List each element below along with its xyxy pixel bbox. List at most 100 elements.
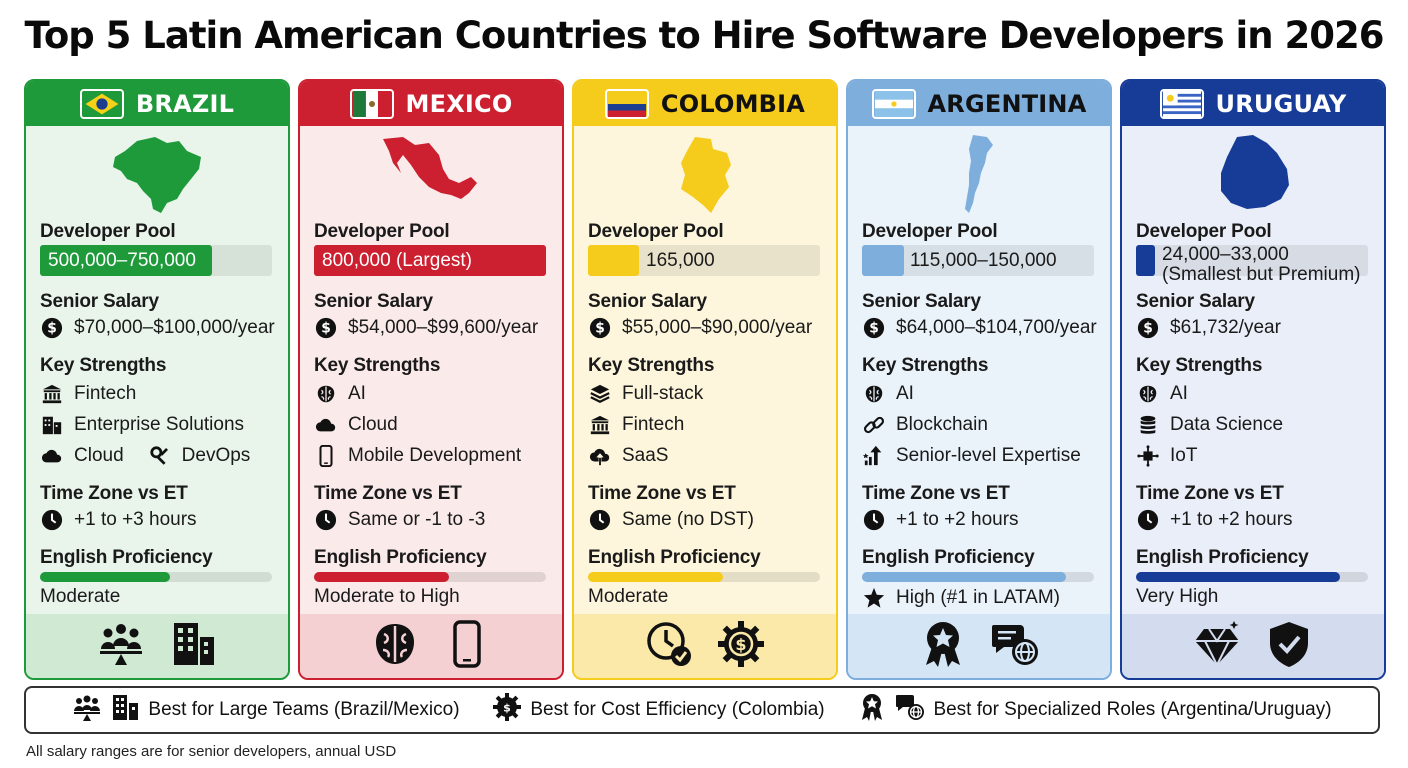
english-bar <box>1136 572 1368 582</box>
english-label: English Proficiency <box>314 547 487 568</box>
strength-label: SaaS <box>622 445 669 466</box>
english-bar-fill <box>314 572 449 582</box>
strength-item: Fintech <box>40 382 136 406</box>
english-row: High (#1 in LATAM) <box>862 586 1060 610</box>
pool-value: 800,000 (Largest) <box>322 250 472 271</box>
buildings-icon <box>40 413 64 437</box>
clock-icon <box>1136 508 1160 532</box>
pool-bar-fill <box>1136 245 1155 276</box>
devops-tools-icon <box>148 444 172 468</box>
legend-item-large-teams: Best for Large Teams (Brazil/Mexico) <box>72 692 460 728</box>
pool-bar-fill <box>314 245 546 276</box>
card-colombia: COLOMBIA Developer Pool 165,000 Senior S… <box>572 79 838 680</box>
svg-text:$: $ <box>47 321 57 337</box>
salary-label: Senior Salary <box>40 291 159 312</box>
pool-bar-fill <box>862 245 904 276</box>
english-value: Moderate <box>40 586 121 607</box>
pool-value: 500,000–750,000 <box>48 250 196 271</box>
strength-item: Mobile Development <box>314 444 521 468</box>
star-icon <box>862 586 886 610</box>
pool-bar-fill <box>588 245 640 276</box>
svg-text:$: $ <box>735 635 746 654</box>
timezone-value: Same or -1 to -3 <box>348 509 486 530</box>
english-row: Moderate <box>588 586 668 608</box>
strengths-label: Key Strengths <box>1136 355 1263 376</box>
mobile-phone-icon <box>314 444 338 468</box>
layers-icon <box>588 382 612 406</box>
pool-bar: 500,000–750,000 <box>40 245 272 276</box>
database-icon <box>1136 413 1160 437</box>
strengths-label: Key Strengths <box>588 355 715 376</box>
clock-check-icon <box>644 619 694 674</box>
strength-label: Enterprise Solutions <box>74 414 245 435</box>
uruguay-flag-icon <box>1159 88 1204 119</box>
english-row: Moderate <box>40 586 120 608</box>
salary-label: Senior Salary <box>314 291 433 312</box>
building-icon <box>110 692 140 728</box>
strength-label: Blockchain <box>896 414 988 435</box>
diamond-icon <box>1192 619 1242 674</box>
brazil-flag-icon <box>79 88 124 119</box>
mexico-flag-icon <box>349 88 394 119</box>
timezone-label: Time Zone vs ET <box>314 483 462 504</box>
english-bar-fill <box>1136 572 1341 582</box>
footnote: All salary ranges are for senior develop… <box>26 743 397 760</box>
english-value: Moderate to High <box>314 586 460 607</box>
dollar-icon: $ <box>588 316 612 340</box>
salary-value: $55,000–$90,000/year <box>622 317 813 338</box>
strength-label: Senior-level Expertise <box>896 445 1081 466</box>
cloud-upload-icon <box>588 444 612 468</box>
strength-label: AI <box>1170 383 1188 404</box>
brazil-map-icon <box>107 133 207 217</box>
salary-value: $64,000–$104,700/year <box>896 317 1097 338</box>
iot-chip-icon <box>1136 444 1160 468</box>
card-header: BRAZIL <box>26 81 288 126</box>
pool-value: 115,000–150,000 <box>910 250 1057 271</box>
english-value: High (#1 in LATAM) <box>896 587 1061 608</box>
chat-globe-icon <box>990 619 1040 674</box>
shield-check-icon <box>1264 619 1314 674</box>
legend-item-cost-efficiency: $ Best for Cost Efficiency (Colombia) <box>492 692 825 728</box>
salary-value: $61,732/year <box>1170 317 1281 338</box>
english-bar <box>588 572 820 582</box>
strength-label: AI <box>896 383 914 404</box>
timezone-label: Time Zone vs ET <box>862 483 1010 504</box>
strength-label: IoT <box>1170 445 1198 466</box>
strength-label: DevOps <box>181 445 251 466</box>
card-header: MEXICO <box>300 81 562 126</box>
card-argentina: ARGENTINA Developer Pool 115,000–150,000… <box>846 79 1112 680</box>
strength-item: Fintech <box>588 413 684 437</box>
country-name: MEXICO <box>405 89 513 118</box>
page-title: Top 5 Latin American Countries to Hire S… <box>24 14 1385 57</box>
pool-bar: 24,000–33,000 (Smallest but Premium) <box>1136 244 1368 284</box>
pool-value: 24,000–33,000 <box>1162 244 1289 265</box>
legend-item-specialized-roles: Best for Specialized Roles (Argentina/Ur… <box>857 692 1332 728</box>
country-name: BRAZIL <box>135 89 235 118</box>
mexico-map-icon <box>381 133 481 217</box>
english-label: English Proficiency <box>588 547 761 568</box>
strength-item: AI <box>314 382 366 406</box>
pool-bar: 165,000 <box>588 245 820 276</box>
timezone-value: +1 to +2 hours <box>1170 509 1293 530</box>
strength-item: Data Science <box>1136 413 1283 437</box>
english-bar <box>862 572 1094 582</box>
svg-text:$: $ <box>321 321 331 337</box>
strength-label: Cloud <box>348 414 398 435</box>
legend-label: Best for Specialized Roles (Argentina/Ur… <box>933 699 1332 720</box>
pool-bar: 800,000 (Largest) <box>314 245 546 276</box>
office-building-icon <box>168 619 218 674</box>
summary-legend: Best for Large Teams (Brazil/Mexico) $ B… <box>24 686 1380 734</box>
english-row: Moderate to High <box>314 586 460 608</box>
pool-value: 165,000 <box>646 250 715 271</box>
pool-bar: 115,000–150,000 <box>862 245 1094 276</box>
clock-icon <box>588 508 612 532</box>
card-header: COLOMBIA <box>574 81 836 126</box>
salary-row: $ $54,000–$99,600/year <box>314 316 538 340</box>
timezone-label: Time Zone vs ET <box>40 483 188 504</box>
strength-item: SaaS <box>588 444 668 468</box>
english-label: English Proficiency <box>1136 547 1309 568</box>
salary-value: $54,000–$99,600/year <box>348 317 539 338</box>
growth-arrow-icon <box>862 444 886 468</box>
card-footer <box>300 614 562 678</box>
svg-text:$: $ <box>1143 321 1153 337</box>
